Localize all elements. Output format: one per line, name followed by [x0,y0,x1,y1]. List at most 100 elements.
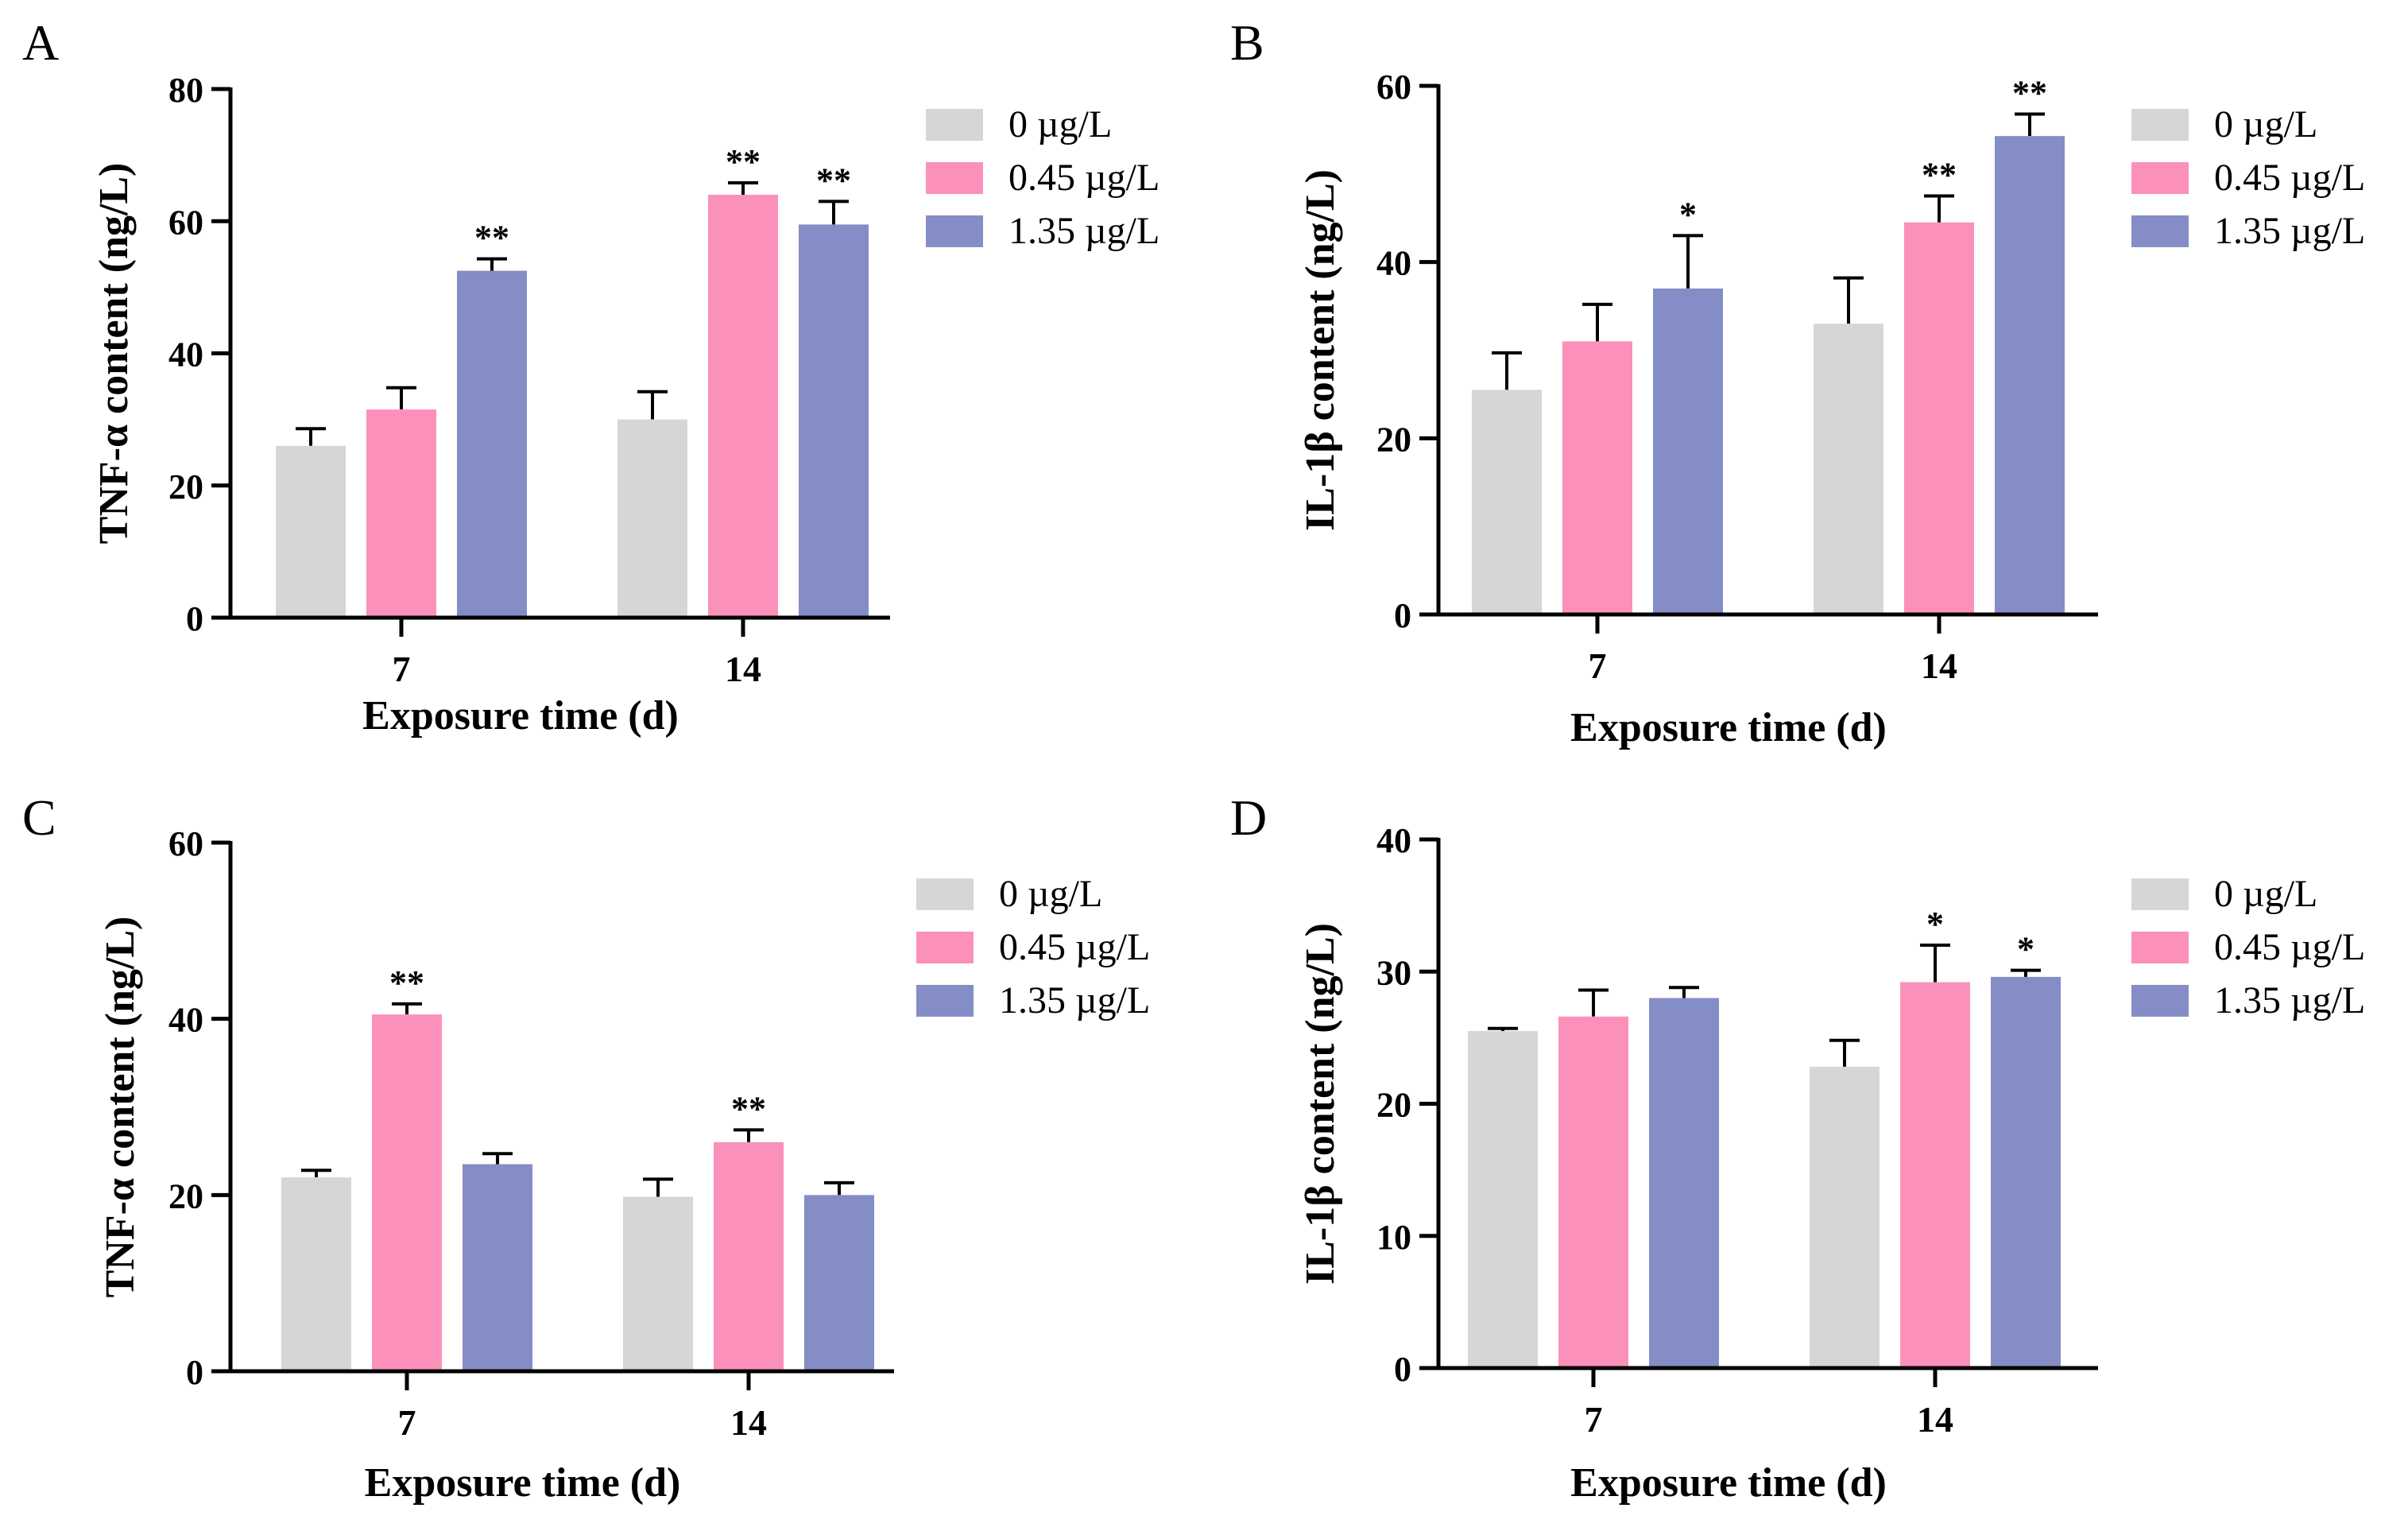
legend: 0 µg/L 0.45 µg/L 1.35 µg/L [2131,873,2365,1021]
significance-label: ** [389,963,424,1002]
bar [1562,341,1632,614]
legend-swatch [926,162,983,194]
y-axis-title: TNF-α content (ng/L) [91,163,137,545]
legend-swatch [916,932,974,963]
y-tick-label: 0 [186,599,203,638]
bar [457,270,527,618]
chart-panel-a: A ** ** ** 0 20 40 60 80 7 14 Exposure time (d) TNF-… [22,14,1159,738]
y-axis-title: TNF-α content (ng/L) [98,917,143,1298]
bar [1814,324,1883,614]
x-tick-label: 14 [725,649,761,689]
y-axis-title: IL-1β content (ng/L) [1298,169,1343,531]
bar [617,419,687,618]
legend-label: 1.35 µg/L [2214,979,2365,1021]
bar [463,1164,532,1371]
panel-letter: A [22,14,59,71]
x-axis-title: Exposure time (d) [365,1460,681,1506]
y-tick-label: 60 [1376,68,1411,107]
y-tick-label: 80 [168,71,203,110]
legend-swatch [926,109,983,141]
bar [1810,1066,1880,1368]
x-tick-label: 7 [398,1402,416,1443]
y-tick-label: 40 [168,1001,203,1040]
legend-label: 0 µg/L [2214,873,2317,915]
x-axis-title: Exposure time (d) [362,693,679,738]
legend-swatch [2131,109,2189,141]
x-tick-label: 7 [1585,1399,1603,1440]
legend: 0 µg/L 0.45 µg/L 1.35 µg/L [916,873,1150,1021]
bar [1558,1016,1628,1368]
significance-label: ** [726,142,761,181]
y-tick-label: 0 [186,1353,203,1392]
panel-letter: B [1230,14,1264,71]
bar [1653,288,1723,614]
legend-label: 0.45 µg/L [1008,157,1159,199]
significance-label: ** [816,161,851,200]
y-tick-label: 20 [168,467,203,506]
y-tick-label: 40 [1376,244,1411,283]
legend-label: 1.35 µg/L [1008,210,1159,252]
y-tick-label: 0 [1394,596,1411,635]
bar [1904,222,1974,614]
legend-swatch [926,215,983,247]
bar [1468,1031,1538,1368]
bar [276,445,346,618]
significance-label: ** [2012,73,2047,112]
chart-panel-c: C ** ** 0 20 40 60 7 14 Exposure time (d) TNF-α co… [22,789,1150,1506]
bar [799,224,869,618]
legend-swatch [2131,878,2189,910]
legend-swatch [916,985,974,1017]
legend-swatch [2131,932,2189,963]
y-tick-label: 40 [168,335,203,374]
panel-letter: C [22,789,56,846]
x-tick-label: 14 [1921,645,1957,686]
legend-label: 0.45 µg/L [2214,157,2365,199]
y-tick-label: 20 [1376,420,1411,459]
y-tick-label: 0 [1394,1350,1411,1389]
bar [623,1196,693,1371]
bar [1995,136,2065,615]
y-tick-label: 60 [168,203,203,242]
legend: 0 µg/L 0.45 µg/L 1.35 µg/L [2131,103,2365,252]
y-tick-label: 30 [1376,953,1411,992]
legend-label: 0.45 µg/L [999,926,1150,968]
legend-label: 0 µg/L [999,873,1102,915]
panel-letter: D [1230,789,1267,846]
x-axis-title: Exposure time (d) [1570,705,1887,750]
y-tick-label: 40 [1376,821,1411,860]
bar [281,1177,351,1371]
bar [1900,982,1970,1368]
legend-swatch [2131,985,2189,1017]
legend-label: 0 µg/L [1008,103,1112,145]
legend-label: 1.35 µg/L [2214,210,2365,252]
bar [714,1142,784,1371]
bar [366,409,436,618]
bar [708,195,778,618]
legend-swatch [2131,162,2189,194]
bar [1991,976,2061,1368]
x-tick-label: 14 [730,1402,767,1443]
significance-label: ** [1922,156,1957,195]
y-tick-label: 20 [1376,1086,1411,1125]
legend-swatch [2131,215,2189,247]
chart-panel-d: D * * 0 10 20 30 40 7 14 Exposure time (d) IL-1β co… [1230,789,2365,1506]
significance-label: * [2017,930,2034,969]
y-tick-label: 20 [168,1176,203,1215]
legend-label: 0 µg/L [2214,103,2317,145]
bar [1649,998,1719,1368]
y-axis-title: IL-1β content (ng/L) [1298,923,1343,1285]
significance-label: * [1679,195,1697,234]
x-axis-title: Exposure time (d) [1570,1460,1887,1506]
significance-label: * [1926,905,1944,944]
bar [804,1195,874,1371]
x-tick-label: 7 [1589,645,1607,686]
legend-swatch [916,878,974,910]
legend-label: 1.35 µg/L [999,979,1150,1021]
y-tick-label: 10 [1376,1218,1411,1257]
legend-label: 0.45 µg/L [2214,926,2365,968]
bar [372,1014,442,1371]
x-tick-label: 14 [1917,1399,1953,1440]
x-tick-label: 7 [393,649,411,689]
